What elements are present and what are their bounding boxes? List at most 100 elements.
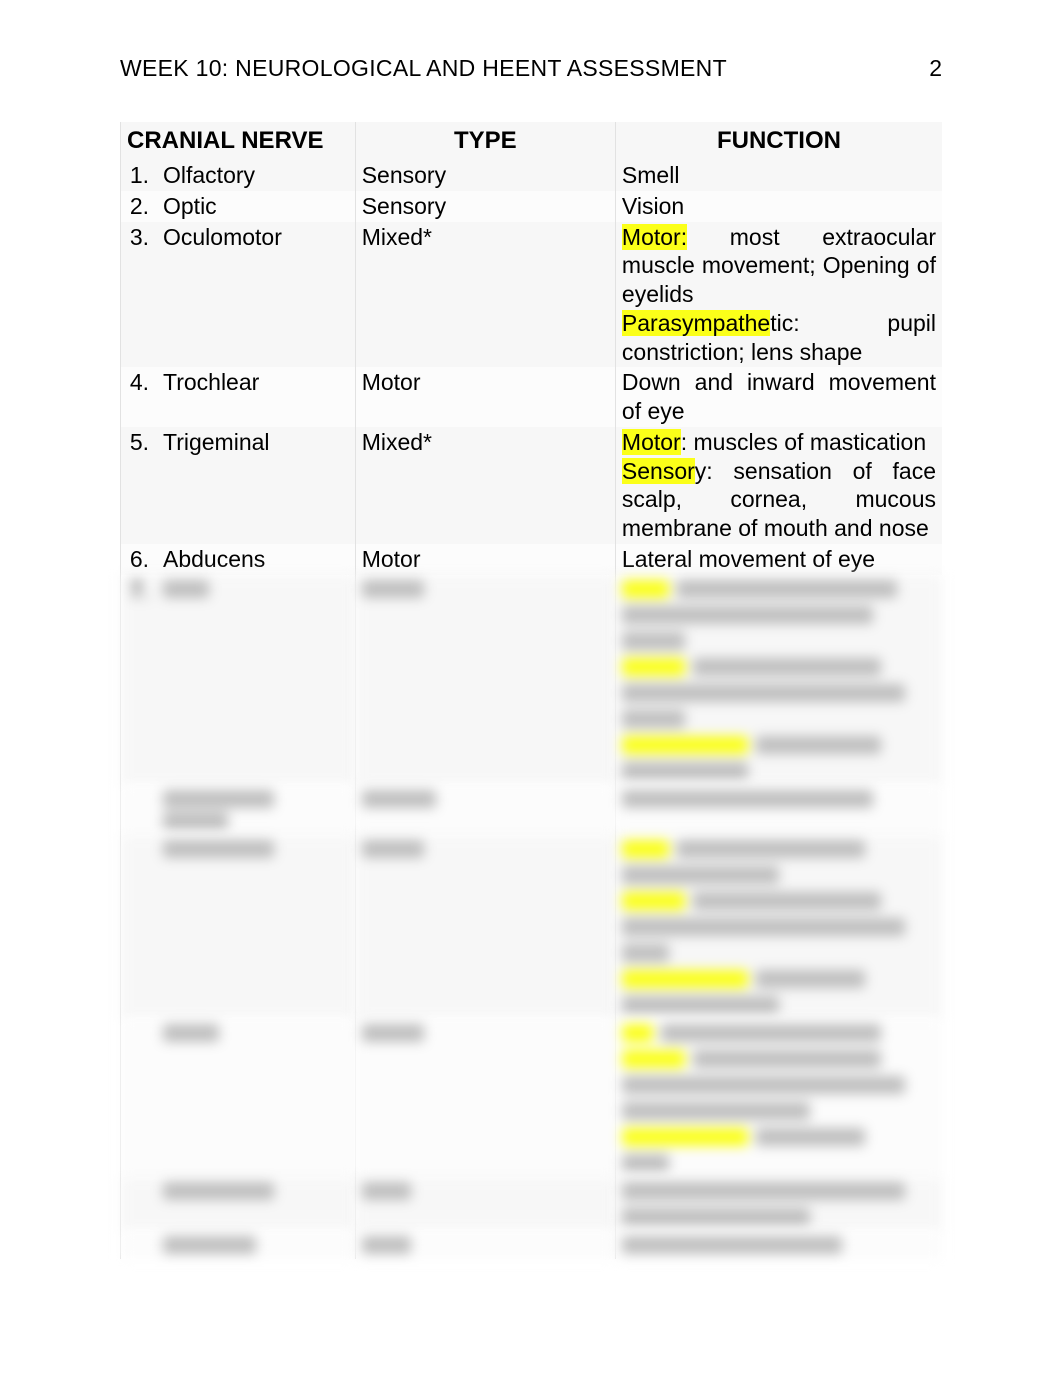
blurred-line [622,1020,936,1046]
blurred-stub [693,892,881,910]
function-text: Smell [622,162,680,188]
highlighted-text: Motor: [622,224,687,250]
type-cell: Mixed* [355,427,615,544]
blurred-stub [661,1024,881,1042]
blurred-stub [622,1182,905,1200]
nerve-cell-blurred [121,835,356,1019]
blurred-stub [163,812,228,830]
nerve-number [127,1020,149,1046]
table-row-blurred [121,835,943,1019]
blurred-stub [362,1182,411,1200]
blurred-line [622,1150,936,1176]
blurred-stub [362,580,424,598]
blurred-stub [622,790,873,808]
nerve-name-blurred [163,1232,349,1258]
blurred-stub [362,790,436,808]
blurred-stub [622,606,873,624]
blurred-line [622,1204,936,1230]
blurred-stub [163,1024,219,1042]
cranial-nerve-table: CRANIAL NERVE TYPE FUNCTION 1.OlfactoryS… [120,122,942,1259]
nerve-number: 3. [127,223,149,252]
type-cell-blurred [355,785,615,835]
function-cell-blurred [615,1019,942,1177]
nerve-number [127,786,149,834]
page: WEEK 10: NEUROLOGICAL AND HEENT ASSESSME… [0,0,1062,1376]
blurred-stub [622,684,905,702]
highlighted-text: Motor [622,429,681,455]
nerve-cell-blurred [121,1231,356,1259]
blurred-stub [163,1236,256,1254]
blurred-stub [622,1208,810,1226]
nerve-name: Trochlear [163,368,349,397]
function-cell-blurred [615,1231,942,1259]
blurred-line [622,966,936,992]
function-cell-blurred [615,1177,942,1231]
nerve-cell-blurred: 7. [121,575,356,785]
table-body: 1.OlfactorySensorySmell2.OpticSensoryVis… [121,160,943,1259]
function-cell-blurred [615,785,942,835]
blurred-line [622,1232,936,1258]
blurred-stub [163,790,274,808]
function-cell: Motor: muscles of masticationSensory: se… [615,427,942,544]
type-cell-blurred [355,835,615,1019]
type-cell-blurred [355,1231,615,1259]
function-cell: Smell [615,160,942,191]
blurred-stub [163,580,209,598]
function-cell: Vision [615,191,942,222]
blurred-stub [622,866,779,884]
blurred-stub [622,762,748,780]
blurred-stub [622,1102,810,1120]
blurred-stub [362,1236,411,1254]
nerve-name-blurred [163,836,349,862]
blurred-line [622,836,936,862]
function-cell-blurred [615,575,942,785]
blurred-line [622,992,936,1018]
table-row-blurred [121,1019,943,1177]
nerve-cell: 1.Olfactory [121,160,356,191]
blurred-stub [163,840,274,858]
nerve-cell-blurred [121,785,356,835]
blurred-stub [622,970,748,988]
table-row-blurred [121,1177,943,1231]
blurred-line [622,1098,936,1124]
blurred-stub [622,1076,905,1094]
nerve-number: 4. [127,368,149,397]
type-cell: Motor [355,544,615,575]
table-row-blurred: 7. [121,575,943,785]
col-header-function: FUNCTION [615,122,942,160]
type-cell: Sensory [355,191,615,222]
type-cell: Sensory [355,160,615,191]
blurred-line [622,602,936,628]
nerve-cell-blurred [121,1019,356,1177]
col-header-type: TYPE [355,122,615,160]
nerve-name: Optic [163,192,349,221]
table-row: 6.AbducensMotorLateral movement of eye [121,544,943,575]
table-row-blurred [121,1231,943,1259]
highlighted-text: Parasympathe [622,310,770,336]
blurred-stub [622,658,685,676]
blurred-line [622,732,936,758]
blurred-line [622,888,936,914]
blurred-stub [622,892,685,910]
blurred-stub [622,1128,748,1146]
function-cell: Down and inward movement of eye [615,367,942,427]
nerve-number: 5. [127,428,149,457]
blurred-stub [622,944,669,962]
table-row: 1.OlfactorySensory Smell [121,160,943,191]
blurred-line [622,1072,936,1098]
blurred-stub [622,996,779,1014]
blurred-stub [622,1050,685,1068]
blurred-stub [622,580,669,598]
nerve-cell: 6.Abducens [121,544,356,575]
blurred-line [622,940,936,966]
function-cell-blurred [615,835,942,1019]
nerve-name: Trigeminal [163,428,349,457]
blurred-stub [622,736,748,754]
nerve-name-blurred [163,1020,349,1046]
blurred-line [622,1178,936,1204]
blurred-stub [677,840,865,858]
blurred-stub [622,1154,669,1172]
nerve-cell: 5. Trigeminal [121,427,356,544]
blurred-stub [622,1236,842,1254]
blurred-stub [622,632,685,650]
